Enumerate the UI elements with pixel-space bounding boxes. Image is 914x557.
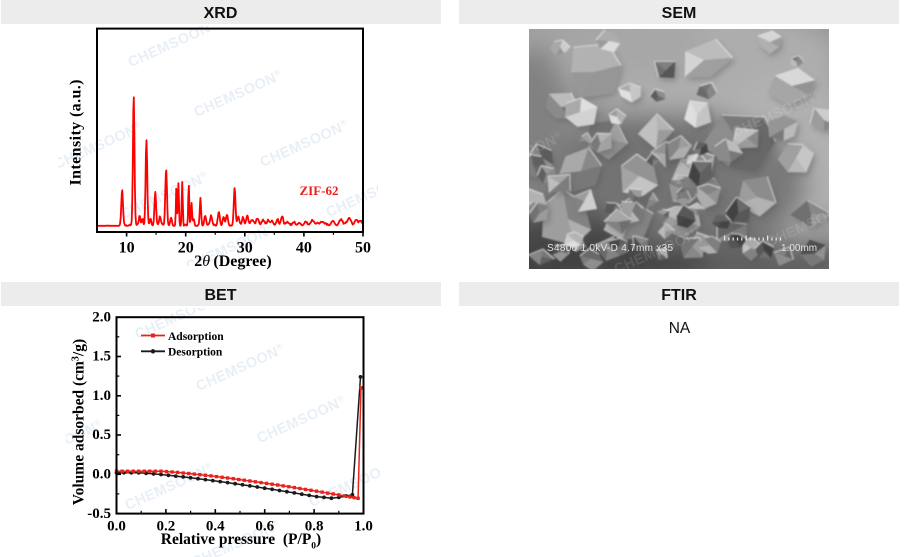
svg-text:ZIF-62: ZIF-62 (300, 183, 339, 198)
svg-text:1.00mm: 1.00mm (781, 243, 817, 254)
svg-text:Volume adsorbed (cm3/g): Volume adsorbed (cm3/g) (71, 339, 88, 505)
svg-text:BET: BET (205, 287, 237, 304)
svg-text:40: 40 (296, 240, 312, 257)
svg-text:CHEMSOON®: CHEMSOON® (12, 417, 105, 471)
svg-text:0.0: 0.0 (92, 467, 111, 483)
svg-text:1.5: 1.5 (92, 349, 111, 365)
svg-text:0.6: 0.6 (255, 519, 274, 535)
svg-text:CHEMSOON®: CHEMSOON® (52, 119, 145, 173)
svg-text:-0.5: -0.5 (87, 506, 111, 522)
svg-text:CHEMSOON®: CHEMSOON® (258, 117, 351, 171)
svg-text:0.4: 0.4 (206, 519, 225, 535)
svg-text:XRD: XRD (204, 5, 238, 22)
svg-text:FTIR: FTIR (661, 287, 697, 304)
svg-text:SEM: SEM (662, 5, 697, 22)
svg-text:50: 50 (355, 240, 371, 257)
svg-text:Intensity (a.u.): Intensity (a.u.) (68, 80, 85, 186)
svg-text:2.0: 2.0 (92, 309, 111, 325)
svg-text:1.0: 1.0 (92, 388, 111, 404)
svg-text:NA: NA (669, 320, 691, 337)
svg-text:CHEMSOON®: CHEMSOON® (123, 460, 216, 514)
svg-text:30: 30 (237, 240, 253, 257)
svg-text:0.2: 0.2 (157, 519, 176, 535)
svg-text:0.8: 0.8 (305, 519, 324, 535)
svg-text:0.0: 0.0 (107, 519, 126, 535)
svg-text:1.0: 1.0 (354, 519, 373, 535)
svg-text:S4800 1.0kV-D 4.7mm x35: S4800 1.0kV-D 4.7mm x35 (547, 243, 674, 254)
svg-text:CHEMSOON®: CHEMSOON® (126, 17, 219, 71)
svg-text:2θ (Degree): 2θ (Degree) (194, 253, 271, 270)
svg-text:Desorption: Desorption (168, 347, 223, 359)
svg-text:10: 10 (119, 240, 135, 257)
svg-text:0.5: 0.5 (92, 427, 111, 443)
svg-text:20: 20 (178, 240, 194, 257)
svg-text:CHEMSOON®: CHEMSOON® (255, 393, 348, 447)
svg-text:Relative pressure (P/P0): Relative pressure (P/P0) (161, 531, 321, 552)
svg-text:CHEMSOON®: CHEMSOON® (192, 67, 285, 121)
svg-text:Adsorption: Adsorption (168, 331, 224, 343)
